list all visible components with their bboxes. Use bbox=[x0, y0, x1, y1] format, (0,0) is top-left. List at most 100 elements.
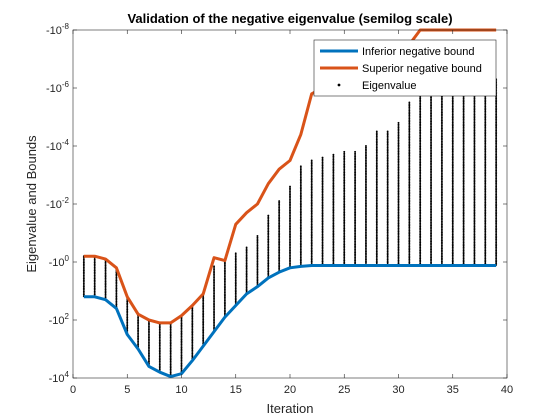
eigenvalue-point bbox=[451, 247, 454, 250]
eigenvalue-point bbox=[223, 262, 226, 265]
eigenvalue-point bbox=[408, 199, 411, 202]
eigenvalue-point bbox=[473, 174, 476, 177]
eigenvalue-point bbox=[234, 260, 237, 263]
eigenvalue-point bbox=[343, 155, 346, 158]
eigenvalue-point bbox=[375, 178, 378, 181]
eigenvalue-point bbox=[191, 325, 194, 328]
eigenvalue-point bbox=[440, 250, 443, 253]
eigenvalue-point bbox=[440, 164, 443, 167]
eigenvalue-point bbox=[299, 195, 302, 198]
chart-title: Validation of the negative eigenvalue (s… bbox=[127, 11, 452, 26]
eigenvalue-point bbox=[332, 160, 335, 163]
eigenvalue-point bbox=[289, 204, 291, 207]
eigenvalue-point bbox=[104, 264, 107, 267]
eigenvalue-point bbox=[408, 154, 411, 157]
eigenvalue-point bbox=[495, 185, 498, 188]
eigenvalue-point bbox=[462, 119, 465, 122]
eigenvalue-point bbox=[180, 361, 183, 363]
eigenvalue-point bbox=[375, 223, 378, 226]
eigenvalue-point bbox=[462, 209, 465, 212]
eigenvalue-point bbox=[343, 229, 346, 232]
eigenvalue-point bbox=[440, 255, 443, 258]
eigenvalue-point bbox=[245, 246, 248, 249]
eigenvalue-point bbox=[375, 208, 378, 211]
eigenvalue-point bbox=[419, 251, 422, 254]
eigenvalue-point bbox=[180, 340, 183, 343]
eigenvalue-point bbox=[451, 121, 454, 124]
eigenvalue-point bbox=[397, 238, 400, 241]
eigenvalue-point bbox=[245, 249, 248, 252]
eigenvalue-point bbox=[202, 308, 205, 311]
eigenvalue-point bbox=[484, 121, 487, 124]
eigenvalue-point bbox=[462, 166, 465, 169]
eigenvalue-point bbox=[365, 233, 367, 235]
eigenvalue-point bbox=[169, 333, 172, 336]
eigenvalue-point bbox=[365, 194, 367, 197]
eigenvalue-point bbox=[82, 280, 85, 283]
eigenvalue-point bbox=[169, 336, 172, 339]
eigenvalue-point bbox=[495, 139, 498, 142]
eigenvalue-point bbox=[462, 115, 465, 118]
eigenvalue-point bbox=[245, 257, 248, 260]
eigenvalue-point bbox=[245, 264, 248, 267]
eigenvalue-point bbox=[430, 184, 432, 187]
eigenvalue-point bbox=[462, 143, 465, 146]
eigenvalue-point bbox=[430, 99, 432, 102]
eigenvalue-point bbox=[495, 249, 498, 252]
eigenvalue-point bbox=[484, 204, 487, 207]
eigenvalue-point bbox=[365, 221, 367, 224]
eigenvalue-point bbox=[375, 143, 378, 146]
eigenvalue-point bbox=[223, 267, 226, 270]
eigenvalue-point bbox=[375, 213, 378, 216]
eigenvalue-point bbox=[115, 279, 118, 282]
eigenvalue-point bbox=[440, 228, 443, 231]
eigenvalue-point bbox=[191, 341, 194, 344]
eigenvalue-point bbox=[82, 264, 85, 267]
eigenvalue-point bbox=[440, 194, 443, 197]
eigenvalue-point bbox=[321, 217, 324, 220]
eigenvalue-point bbox=[430, 136, 432, 139]
eigenvalue-point bbox=[148, 327, 150, 329]
eigenvalue-point bbox=[158, 353, 161, 356]
eigenvalue-point bbox=[419, 232, 422, 234]
eigenvalue-point bbox=[419, 249, 422, 252]
eigenvalue-point bbox=[310, 161, 313, 164]
eigenvalue-point bbox=[104, 288, 107, 291]
eigenvalue-point bbox=[397, 248, 400, 251]
eigenvalue-point bbox=[473, 134, 476, 137]
eigenvalue-point bbox=[191, 312, 194, 315]
eigenvalue-point bbox=[375, 151, 378, 154]
eigenvalue-point bbox=[440, 238, 443, 240]
eigenvalue-point bbox=[354, 214, 357, 217]
eigenvalue-point bbox=[343, 243, 346, 246]
eigenvalue-point bbox=[375, 247, 378, 250]
eigenvalue-point bbox=[191, 317, 194, 320]
eigenvalue-point bbox=[397, 182, 400, 185]
eigenvalue-point bbox=[321, 201, 324, 204]
eigenvalue-point bbox=[343, 195, 346, 198]
eigenvalue-point bbox=[473, 236, 476, 239]
eigenvalue-point bbox=[365, 253, 367, 256]
eigenvalue-point bbox=[148, 341, 150, 344]
eigenvalue-point bbox=[126, 303, 129, 306]
eigenvalue-point bbox=[332, 236, 335, 239]
eigenvalue-point bbox=[419, 139, 422, 142]
eigenvalue-point bbox=[299, 251, 302, 254]
eigenvalue-point bbox=[397, 195, 400, 198]
eigenvalue-point bbox=[191, 354, 194, 357]
eigenvalue-point bbox=[169, 347, 172, 350]
eigenvalue-point bbox=[115, 274, 118, 277]
eigenvalue-point bbox=[169, 326, 172, 329]
eigenvalue-point bbox=[365, 167, 367, 170]
eigenvalue-point bbox=[343, 250, 346, 252]
eigenvalue-point bbox=[343, 261, 346, 264]
eigenvalue-point bbox=[365, 181, 367, 184]
eigenvalue-point bbox=[202, 320, 205, 323]
eigenvalue-point bbox=[332, 216, 335, 219]
eigenvalue-point bbox=[451, 244, 454, 247]
eigenvalue-point bbox=[267, 254, 270, 257]
eigenvalue-point bbox=[419, 182, 422, 185]
eigenvalue-point bbox=[495, 166, 498, 169]
eigenvalue-point bbox=[397, 219, 400, 222]
eigenvalue-point bbox=[430, 104, 432, 107]
